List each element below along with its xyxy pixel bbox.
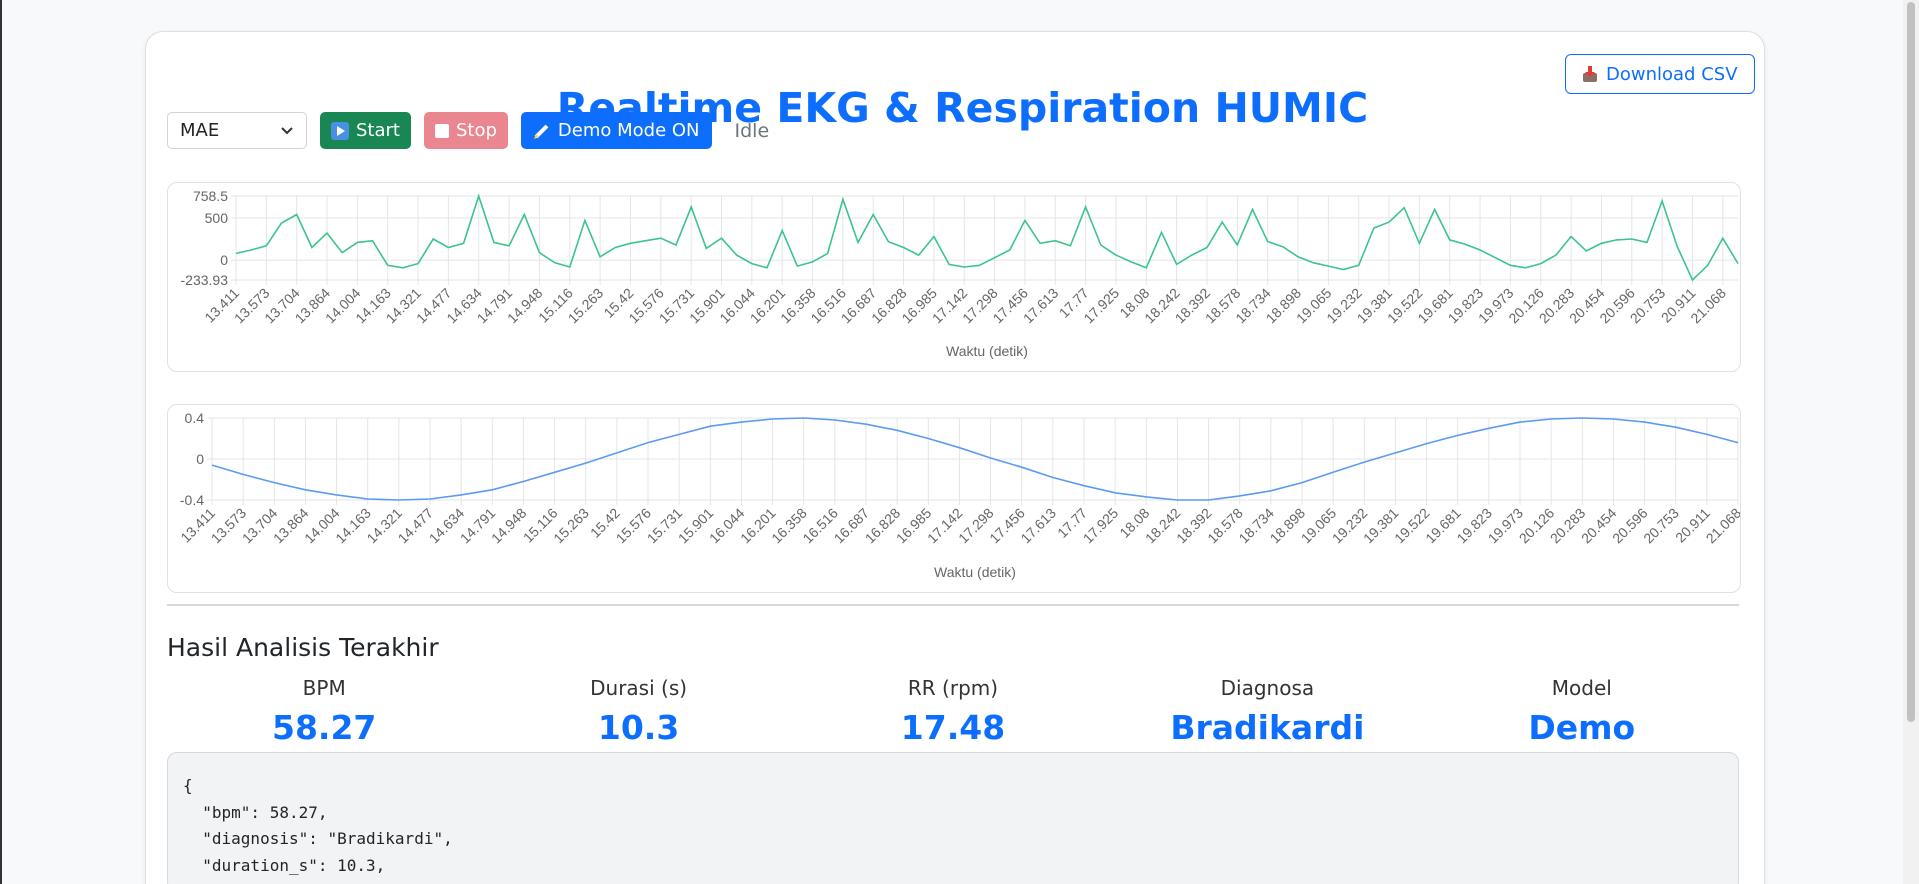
stat: Diagnosa Bradikardi [1110,676,1424,747]
json-output: { "bpm": 58.27, "diagnosis": "Bradikardi… [167,752,1739,884]
divider [167,604,1739,606]
select-caret [281,126,293,134]
resp-chart-box: -0.4 0 0.4 13.411 13.573 13.704 13.864 14.004 14… [167,404,1744,593]
ekg-chart-box: -233.93 0 500 758.5 13.411 13.573 13.704 13.864… [167,182,1741,372]
x-tick-label: 17.925 [1080,505,1122,547]
x-tick-label: 21.068 [1703,505,1740,547]
series-line [235,193,1739,282]
stat-label: BPM [302,676,346,700]
play-icon [331,121,349,140]
model-select[interactable]: MAE [167,112,307,149]
x-tick-label: 20.753 [1640,505,1682,547]
stat-label: Model [1551,676,1612,700]
x-tick-label: 21.068 [1687,285,1729,327]
x-tick-label: 14.948 [488,505,530,547]
stat: Model Demo [1425,676,1739,747]
stat: BPM 58.27 [167,676,481,747]
stat: Durasi (s) 10.3 [481,676,795,747]
demo-label: Demo Mode ON [557,120,700,141]
stat-value: Bradikardi [1170,708,1365,747]
start-button[interactable]: Start [320,112,411,149]
stat-value: Demo [1528,708,1636,747]
x-tick-label: 15.263 [565,285,607,327]
json-line: "duration_s": 10.3, [183,855,386,875]
resp-chart: -0.400.413.41113.57313.70413.86414.00414… [177,410,1744,580]
stop-button[interactable]: Stop [423,112,508,149]
stats: BPM 58.27 Durasi (s) 10.3 RR (rpm) 17.48 Diagn… [167,676,1739,747]
x-tick-label: 17.925 [1080,285,1122,327]
stat-label: Durasi (s) [590,676,688,700]
stat: RR (rpm) 17.48 [796,676,1110,747]
download-button[interactable]: Download CSV [1565,54,1755,94]
json-line: "bpm": 58.27, [183,802,328,822]
y-tick-label: 0 [196,451,204,467]
stat-value: 58.27 [272,708,377,747]
y-tick-label: -233.93 [181,272,229,288]
y-tick-label: 0 [220,252,228,268]
controls: MAE Start Stop Demo Mode ON Idle [167,112,769,149]
x-tick-label: 17.613 [1020,285,1062,327]
demo-button[interactable]: Demo Mode ON [520,112,712,149]
stat-value: 17.48 [900,708,1006,747]
scrollbar [1903,0,1919,884]
scroll-thumb [1907,2,1915,722]
ekg-chart: -233.930500758.513.41113.57313.70413.864… [181,188,1739,359]
y-tick-label: -0.4 [180,492,204,508]
download-label: Download CSV [1606,63,1738,85]
series-line [211,417,1739,501]
y-tick-label: 0.4 [185,410,205,426]
x-axis-title: Waktu (detik) [946,343,1028,359]
model-value: MAE [180,120,220,141]
stat-value: 10.3 [597,708,680,747]
download-icon [1583,66,1597,82]
json-line: "diagnosis": "Bradikardi", [183,829,453,848]
x-tick-label: 20.753 [1627,285,1669,327]
x-tick-label: 15.263 [550,505,592,547]
stop-icon [434,123,449,138]
results-heading: Hasil Analisis Terakhir [167,633,439,662]
status-text: Idle [734,119,770,142]
json-line: { [183,776,193,795]
x-tick-label: 17.613 [1017,505,1059,547]
y-tick-label: 500 [205,210,229,226]
x-axis-title: Waktu (detik) [934,564,1016,580]
y-tick-label: 758.5 [193,188,228,204]
stat-label: Diagnosa [1220,676,1315,700]
json-line: "filename": "recordings\\demo_20251016_1… [183,879,1723,884]
stat-label: RR (rpm) [907,676,999,700]
pen-icon [533,124,549,139]
start-label: Start [356,120,400,141]
stop-label: Stop [455,120,497,141]
